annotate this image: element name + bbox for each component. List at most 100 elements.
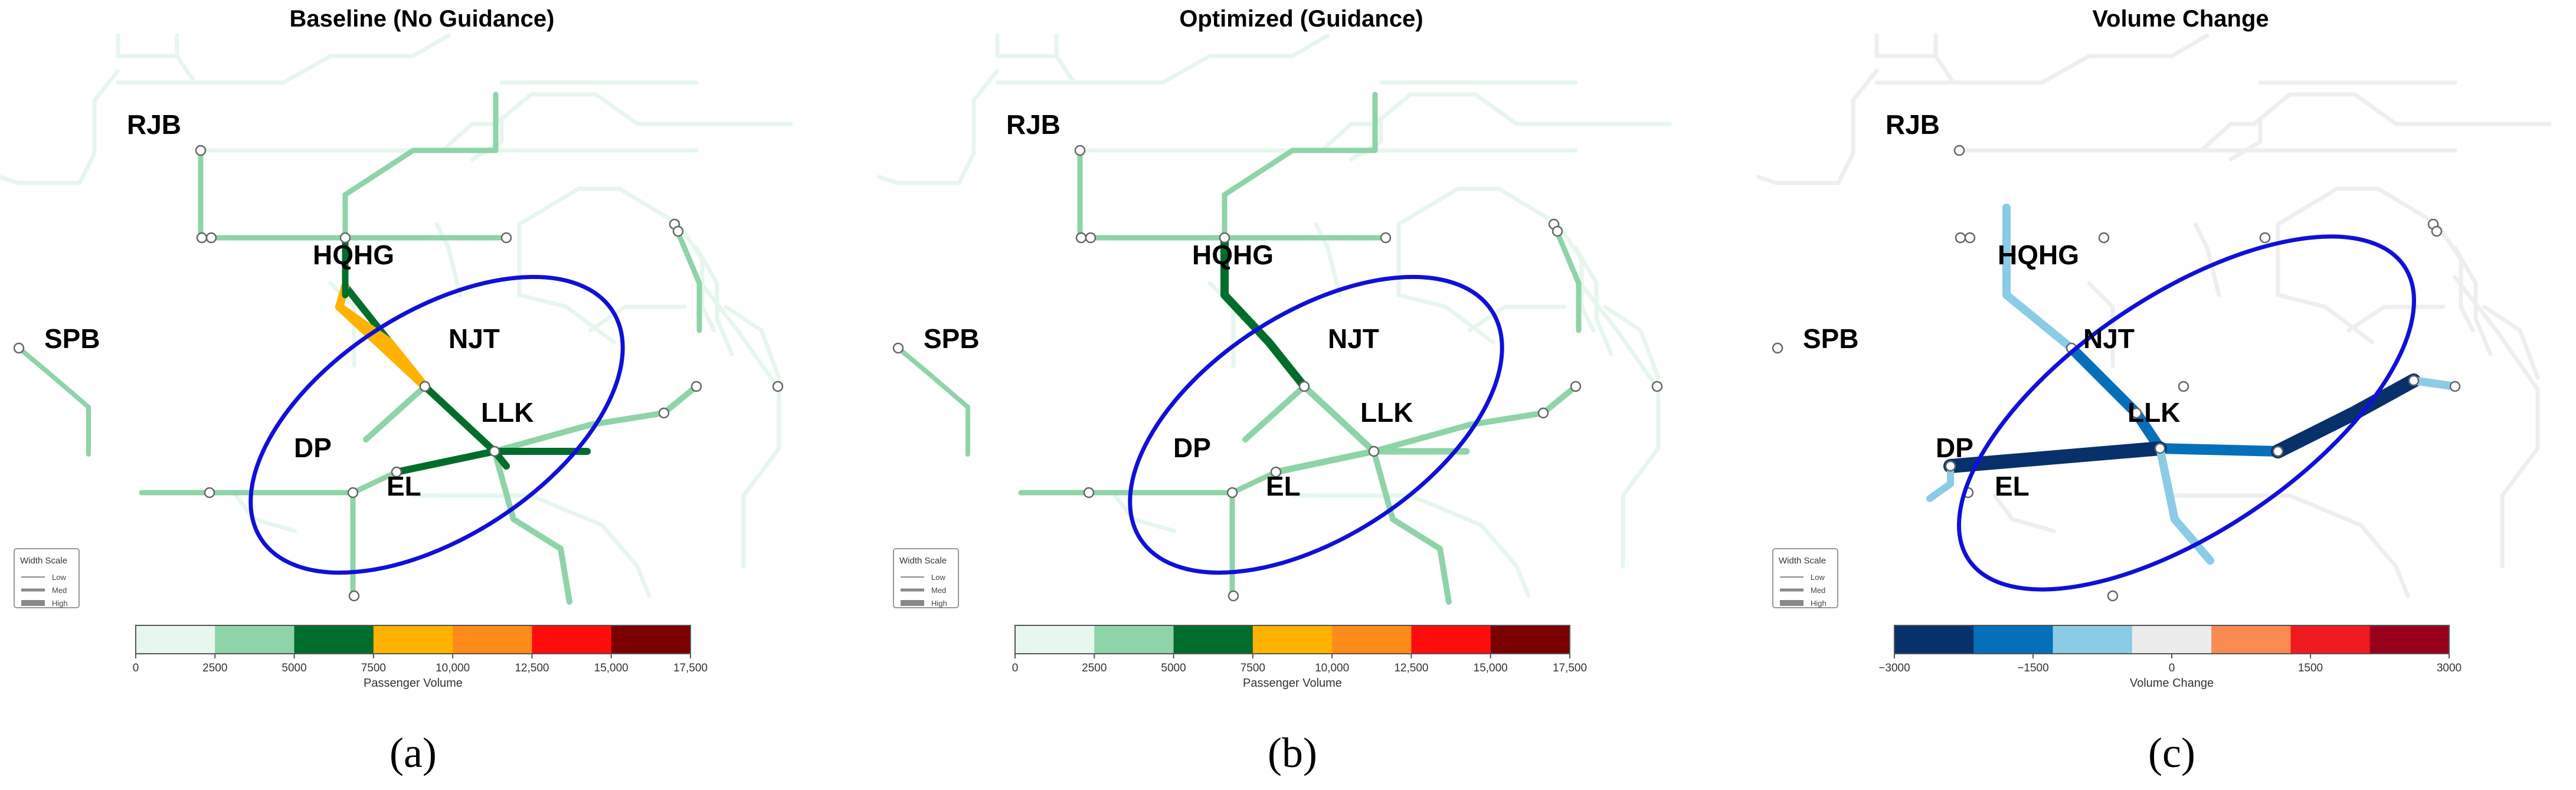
station-marker[interactable]: [348, 590, 360, 602]
station-marker[interactable]: [1380, 232, 1392, 244]
legend-title: Width Scale: [899, 556, 947, 566]
station-marker[interactable]: [391, 466, 402, 478]
station-marker[interactable]: [772, 381, 784, 392]
station-marker[interactable]: [13, 342, 25, 354]
station-marker[interactable]: [1219, 232, 1230, 244]
station-marker[interactable]: [2431, 225, 2443, 237]
station-marker[interactable]: [690, 381, 702, 392]
station-label-rjb: RJB: [1006, 109, 1060, 140]
background-line: [1621, 387, 1661, 569]
station-marker[interactable]: [2259, 232, 2271, 244]
station-marker[interactable]: [2272, 445, 2284, 457]
station-marker[interactable]: [1552, 225, 1563, 237]
station-marker[interactable]: [672, 225, 684, 237]
route-layer: [896, 91, 1582, 605]
colorbar-tick-label: 15,000: [594, 662, 629, 674]
background-line: [116, 33, 451, 85]
colorbar-label: Volume Change: [2130, 677, 2214, 690]
station-marker[interactable]: [1953, 145, 1965, 156]
station-marker[interactable]: [1945, 460, 1956, 472]
station-marker[interactable]: [658, 407, 670, 419]
station-label-llk: LLK: [481, 397, 533, 428]
station-marker[interactable]: [1270, 466, 1282, 478]
station-marker[interactable]: [1537, 407, 1549, 419]
colorbar-tick-label: 1500: [2298, 662, 2323, 674]
station-label-rjb: RJB: [1886, 109, 1940, 140]
colorbar-segment: [294, 625, 374, 654]
background-line: [1396, 186, 1560, 227]
station-marker[interactable]: [195, 145, 207, 156]
station-marker[interactable]: [1228, 590, 1239, 602]
legend-box: [14, 548, 80, 608]
legend-item-label: Med: [931, 586, 946, 595]
station-label-dp: DP: [1173, 432, 1211, 463]
station-marker[interactable]: [1226, 487, 1238, 499]
colorbar-tick-label: 7500: [361, 662, 386, 674]
route-segment: [350, 469, 400, 496]
background-line: [517, 222, 616, 345]
station-marker[interactable]: [1570, 381, 1582, 392]
background-line: [594, 92, 793, 126]
station-marker[interactable]: [204, 487, 215, 499]
station-marker[interactable]: [1964, 232, 1976, 244]
background-line: [2453, 275, 2540, 392]
route-segment: [672, 221, 702, 333]
station-marker[interactable]: [2178, 381, 2189, 392]
station-marker[interactable]: [339, 232, 351, 244]
background-line: [0, 151, 97, 185]
route-segment: [2410, 376, 2459, 391]
route-segment: [1551, 221, 1582, 333]
station-label-llk: LLK: [1360, 397, 1413, 428]
colorbar-segment: [2290, 625, 2371, 654]
panel-title: Baseline (No Guidance): [290, 6, 555, 32]
station-marker[interactable]: [2130, 407, 2142, 419]
station-marker[interactable]: [2154, 442, 2166, 454]
station-marker[interactable]: [1955, 232, 1966, 244]
background-line: [411, 493, 652, 598]
background-line: [694, 275, 781, 392]
background-line: [1573, 275, 1661, 392]
station-marker[interactable]: [1083, 487, 1095, 499]
background-line: [2169, 493, 2410, 598]
station-markers: [892, 145, 1663, 602]
background-line: [1396, 222, 1495, 345]
focus-area-ellipse: [248, 274, 625, 575]
panel-c: Volume Change RJB HQHG SPB NJT LLK DP EL Width S…: [1756, 6, 2552, 776]
station-marker[interactable]: [489, 445, 500, 457]
station-marker[interactable]: [1772, 342, 1783, 354]
station-marker[interactable]: [1074, 145, 1086, 156]
background-line: [1874, 33, 1938, 58]
station-marker[interactable]: [205, 232, 217, 244]
colorbar-segment: [215, 625, 295, 654]
background-line: [1473, 92, 1672, 126]
colorbar-tick-label: 10,000: [1315, 662, 1349, 674]
station-marker[interactable]: [2408, 375, 2420, 386]
station-marker[interactable]: [2098, 232, 2110, 244]
station-marker[interactable]: [419, 381, 431, 392]
background-line: [1756, 151, 1855, 185]
station-marker[interactable]: [1651, 381, 1663, 392]
station-marker[interactable]: [1075, 232, 1087, 244]
background-line: [877, 151, 976, 185]
station-labels: RJB HQHG SPB NJT LLK DP EL: [44, 109, 533, 501]
colorbar-segment: [136, 625, 215, 654]
station-marker[interactable]: [1298, 381, 1310, 392]
route-segment: [2156, 444, 2214, 565]
station-marker[interactable]: [500, 232, 512, 244]
station-marker[interactable]: [2107, 590, 2119, 602]
colorbar-frame: [1014, 625, 1570, 654]
station-marker[interactable]: [892, 342, 904, 354]
colorbar-tick-label: 17,500: [673, 662, 708, 674]
station-marker[interactable]: [347, 487, 359, 499]
station-marker[interactable]: [2449, 381, 2461, 392]
background-line: [2228, 116, 2263, 162]
background-line: [2193, 222, 2221, 297]
station-marker[interactable]: [1368, 445, 1380, 457]
background-line: [2087, 281, 2115, 368]
station-label-hqhg: HQHG: [1998, 240, 2079, 270]
station-marker[interactable]: [196, 232, 208, 244]
background-line: [1349, 116, 1383, 162]
route-segment: [2155, 443, 2283, 457]
width-scale-legend: Width Scale Low Med High: [1772, 548, 1838, 608]
station-marker[interactable]: [1085, 232, 1096, 244]
